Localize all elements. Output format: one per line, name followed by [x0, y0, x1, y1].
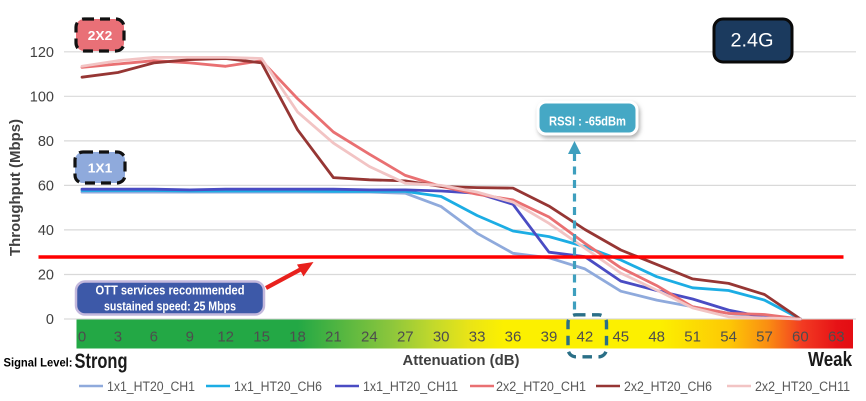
svg-text:2x2_HT20_CH11: 2x2_HT20_CH11 — [755, 379, 850, 394]
svg-text:2x2_HT20_CH6: 2x2_HT20_CH6 — [624, 379, 712, 394]
svg-text:2.4G: 2.4G — [731, 30, 774, 52]
svg-text:20: 20 — [38, 268, 54, 284]
svg-text:0: 0 — [46, 312, 54, 328]
svg-text:33: 33 — [469, 329, 486, 346]
svg-text:57: 57 — [756, 329, 773, 346]
svg-text:1X1: 1X1 — [88, 162, 113, 176]
svg-text:Weak: Weak — [808, 349, 853, 371]
svg-text:1x1_HT20_CH1: 1x1_HT20_CH1 — [107, 379, 195, 394]
svg-text:54: 54 — [720, 329, 737, 346]
svg-text:36: 36 — [505, 329, 522, 346]
svg-text:sustained speed: 25 Mbps: sustained speed: 25 Mbps — [104, 299, 236, 314]
svg-text:RSSI : -65dBm: RSSI : -65dBm — [549, 114, 626, 129]
svg-text:Throughput (Mbps): Throughput (Mbps) — [8, 119, 24, 256]
svg-text:48: 48 — [648, 329, 665, 346]
svg-text:0: 0 — [78, 329, 86, 346]
svg-text:21: 21 — [325, 329, 342, 346]
svg-text:24: 24 — [361, 329, 378, 346]
svg-text:2X2: 2X2 — [88, 29, 113, 43]
svg-text:12: 12 — [217, 329, 234, 346]
svg-text:39: 39 — [541, 329, 558, 346]
svg-text:100: 100 — [30, 89, 54, 105]
svg-text:Strong: Strong — [75, 350, 128, 373]
svg-text:1x1_HT20_CH11: 1x1_HT20_CH11 — [363, 379, 458, 394]
svg-text:40: 40 — [38, 223, 54, 239]
svg-text:60: 60 — [792, 329, 809, 346]
svg-text:63: 63 — [828, 329, 845, 346]
svg-text:30: 30 — [433, 329, 450, 346]
svg-text:120: 120 — [30, 45, 54, 61]
svg-text:1x1_HT20_CH6: 1x1_HT20_CH6 — [234, 379, 322, 394]
svg-text:3: 3 — [114, 329, 122, 346]
svg-text:51: 51 — [684, 329, 701, 346]
svg-text:27: 27 — [397, 329, 414, 346]
svg-text:Attenuation (dB): Attenuation (dB) — [403, 352, 520, 369]
svg-text:80: 80 — [38, 134, 54, 150]
svg-text:45: 45 — [612, 329, 629, 346]
svg-text:42: 42 — [577, 329, 594, 346]
svg-text:6: 6 — [150, 329, 158, 346]
svg-text:2x2_HT20_CH1: 2x2_HT20_CH1 — [496, 379, 586, 394]
svg-text:60: 60 — [38, 178, 54, 194]
svg-text:OTT services recommended: OTT services recommended — [96, 283, 245, 298]
svg-text:Signal Level:: Signal Level: — [4, 356, 73, 370]
svg-text:18: 18 — [289, 329, 306, 346]
svg-text:15: 15 — [253, 329, 270, 346]
svg-text:9: 9 — [186, 329, 194, 346]
